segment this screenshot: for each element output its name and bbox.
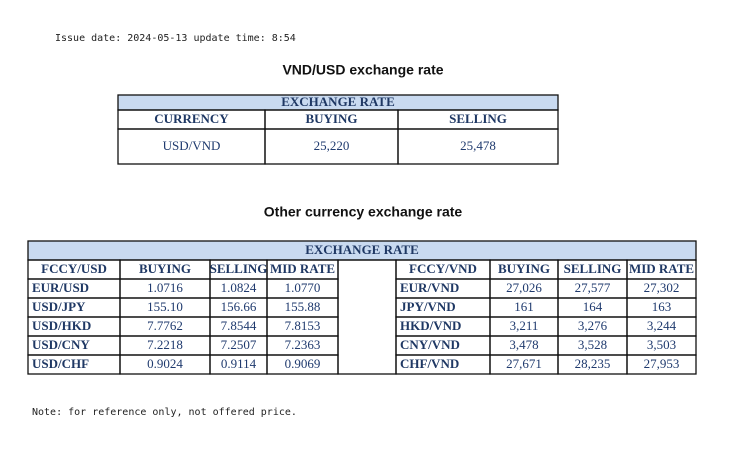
cell-text: CNY/VND	[400, 337, 460, 352]
cell-text: 0.9114	[221, 356, 257, 371]
cell-text: 3,478	[509, 337, 538, 352]
issue-line: Issue date: 2024-05-13 update time: 8:54	[55, 33, 296, 44]
cell-text: USD/CNY	[32, 337, 90, 352]
cell-text: 3,244	[647, 318, 677, 333]
cell-text: 155.10	[147, 299, 183, 314]
cell-text: 7.2363	[285, 337, 321, 352]
cell-text: 27,671	[506, 356, 542, 371]
cell-text: 25,220	[314, 138, 350, 153]
cell-text: 7.7762	[147, 318, 183, 333]
cell-text: 27,026	[506, 280, 542, 295]
cell-text: FCCY/VND	[409, 261, 477, 276]
cell-text: BUYING	[139, 261, 191, 276]
cell-text: EXCHANGE RATE	[305, 242, 419, 257]
cell-text: 161	[514, 299, 534, 314]
cell-text: 27,302	[644, 280, 680, 295]
cell-text: USD/CHF	[32, 356, 89, 371]
cell-text: JPY/VND	[400, 299, 456, 314]
cell-text: EXCHANGE RATE	[281, 94, 395, 109]
title: Other currency exchange rate	[264, 204, 463, 220]
cell-text: 3,276	[578, 318, 608, 333]
cell-text: 1.0770	[285, 280, 321, 295]
cell-text: USD/VND	[163, 138, 221, 153]
cell-border	[626, 354, 697, 375]
cell-text: 28,235	[575, 356, 611, 371]
cell-text: HKD/VND	[400, 318, 461, 333]
cell-text: SELLING	[449, 111, 507, 126]
cell-text: 156.66	[221, 299, 257, 314]
cell-text: SELLING	[210, 261, 268, 276]
cell-text: EUR/USD	[32, 280, 89, 295]
cell-text: 164	[583, 299, 603, 314]
cell-text: 155.88	[285, 299, 321, 314]
cell-text: 27,953	[644, 356, 680, 371]
cell-text: CHF/VND	[400, 356, 459, 371]
cell-text: USD/JPY	[32, 299, 86, 314]
title: VND/USD exchange rate	[282, 62, 443, 78]
cell-text: 163	[652, 299, 672, 314]
cell-text: EUR/VND	[400, 280, 459, 295]
cell-text: BUYING	[305, 111, 357, 126]
cell-text: 0.9024	[147, 356, 183, 371]
cell-text: 3,211	[510, 318, 539, 333]
cell-text: 7.8153	[285, 318, 321, 333]
cell-text: BUYING	[498, 261, 550, 276]
cell-text: 1.0824	[221, 280, 257, 295]
note: Note: for reference only, not offered pr…	[32, 407, 297, 418]
cell-border	[397, 128, 559, 165]
cell-text: SELLING	[564, 261, 622, 276]
cell-text: MID RATE	[270, 261, 335, 276]
cell-text: 7.2507	[221, 337, 257, 352]
cell-text: 3,503	[647, 337, 676, 352]
cell-text: 7.2218	[147, 337, 183, 352]
cell-text: FCCY/USD	[41, 261, 107, 276]
cell-text: 1.0716	[147, 280, 183, 295]
cell-text: 3,528	[578, 337, 607, 352]
cell-text: 0.9069	[285, 356, 321, 371]
cell-text: 25,478	[460, 138, 496, 153]
cell-text: USD/HKD	[32, 318, 91, 333]
cell-text: 27,577	[575, 280, 611, 295]
cell-border	[266, 354, 339, 375]
cell-text: 7.8544	[221, 318, 257, 333]
cell-text: MID RATE	[629, 261, 694, 276]
cell-text: CURRENCY	[154, 111, 229, 126]
